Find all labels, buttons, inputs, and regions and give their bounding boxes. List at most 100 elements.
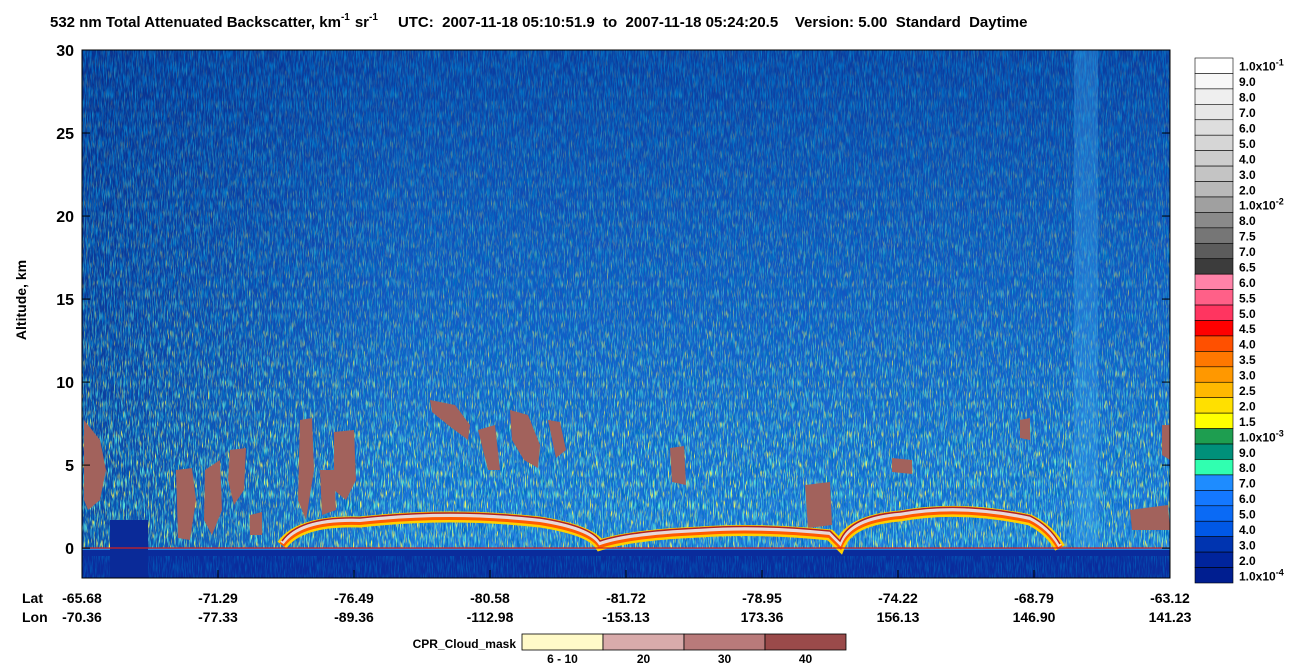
colorbar-cell: [1194, 88, 1234, 105]
legend-label: 6 - 10: [547, 652, 578, 666]
colorbar-label: 5.5: [1239, 291, 1256, 305]
colorbar-label: 6.0: [1239, 492, 1256, 506]
lat-label: -68.79: [1014, 590, 1054, 606]
colorbar-cell: [1194, 335, 1234, 352]
colorbar-cell: [1194, 474, 1234, 491]
lon-label: 173.36: [741, 609, 784, 625]
lon-label: -70.36: [62, 609, 102, 625]
y-tick-label: 20: [56, 209, 74, 226]
lat-label: -76.49: [334, 590, 374, 606]
colorbar-cell: [1194, 320, 1234, 337]
colorbar-cell: [1194, 150, 1234, 167]
lat-label: -74.22: [878, 590, 918, 606]
colorbar-cell: [1194, 505, 1234, 522]
colorbar-label: 6.5: [1239, 260, 1256, 274]
y-tick-label: 15: [56, 292, 74, 309]
lon-label: -112.98: [467, 609, 514, 625]
colorbar-label-sup: -2: [1276, 197, 1284, 207]
colorbar-label: 1.0x10-3: [1239, 428, 1284, 444]
colorbar-cell: [1194, 134, 1234, 151]
legend-swatch: [683, 633, 766, 651]
colorbar-cell: [1194, 273, 1234, 290]
colorbar-cell: [1194, 165, 1234, 182]
colorbar-cell: [1194, 258, 1234, 275]
colorbar-cell: [1194, 289, 1234, 306]
colorbar-label-base: 1.0x10: [1239, 430, 1276, 444]
colorbar-cell: [1194, 104, 1234, 121]
chart-title: 532 nm Total Attenuated Backscatter, km-…: [50, 12, 1027, 31]
title-text: sr: [355, 14, 369, 31]
colorbar-cell: [1194, 381, 1234, 399]
legend-swatch: [764, 633, 847, 651]
colorbar-cell: [1194, 351, 1234, 368]
colorbar-label-base: 1.0x10: [1239, 199, 1276, 213]
colorbar-label: 7.5: [1239, 230, 1256, 244]
colorbar-label-sup: -1: [1276, 58, 1284, 68]
x-row-label: Lon: [22, 609, 48, 625]
colorbar-label: 6.0: [1239, 276, 1256, 290]
colorbar-label: 6.0: [1239, 121, 1256, 135]
lat-label: -63.12: [1150, 590, 1190, 606]
lon-label: -153.13: [602, 609, 650, 625]
title-text: UTC: 2007-11-18 05:10:51.9 to 2007-11-18…: [398, 14, 1028, 31]
legend-swatch: [521, 633, 604, 651]
title-sup: -1: [341, 12, 350, 23]
colorbar-label: 3.0: [1239, 369, 1256, 383]
colorbar-label: 2.0: [1239, 399, 1256, 413]
colorbar-label: 4.5: [1239, 322, 1256, 336]
colorbar-label: 8.0: [1239, 461, 1256, 475]
lat-label: -65.68: [62, 590, 102, 606]
colorbar-label-base: 1.0x10: [1239, 60, 1276, 74]
colorbar-label-sup: -4: [1276, 567, 1284, 577]
colorbar-label: 1.0x10-2: [1239, 197, 1284, 213]
y-tick-label: 30: [56, 43, 74, 60]
colorbar-label: 4.0: [1239, 523, 1256, 537]
colorbar-label: 2.0: [1239, 183, 1256, 197]
colorbar-label: 7.0: [1239, 106, 1256, 120]
colorbar-label: 7.0: [1239, 477, 1256, 491]
colorbar-cell: [1194, 397, 1234, 414]
legend-label: 20: [637, 652, 651, 666]
y-tick-label: 25: [56, 126, 74, 143]
colorbar-cell: [1194, 443, 1234, 460]
colorbar-cell: [1194, 212, 1234, 229]
title-text: 532 nm Total Attenuated Backscatter, km: [50, 14, 341, 31]
colorbar-label: 3.5: [1239, 353, 1256, 367]
lon-label: 141.23: [1149, 609, 1192, 625]
colorbar-label: 5.0: [1239, 137, 1256, 151]
legend-label: 30: [718, 652, 732, 666]
colorbar-label: 9.0: [1239, 446, 1256, 460]
lat-label: -71.29: [198, 590, 238, 606]
colorbar-cell: [1194, 428, 1234, 445]
colorbar-cell: [1194, 73, 1234, 90]
colorbar-cell: [1194, 366, 1234, 383]
colorbar-label: 7.0: [1239, 245, 1256, 259]
lon-label: -89.36: [334, 609, 374, 625]
colorbar-cell: [1194, 412, 1234, 429]
y-tick-label: 0: [65, 541, 74, 558]
colorbar-cell: [1194, 196, 1234, 213]
colorbar-label: 1.0x10-4: [1239, 567, 1284, 583]
lon-label: 156.13: [877, 609, 920, 625]
colorbar-cell: [1194, 304, 1234, 321]
lat-label: -80.58: [470, 590, 510, 606]
colorbar-label: 1.5: [1239, 415, 1256, 429]
lon-label: -77.33: [198, 609, 238, 625]
colorbar-cell: [1194, 227, 1234, 244]
y-tick-label: 10: [56, 375, 74, 392]
colorbar-label: 2.5: [1239, 384, 1256, 398]
colorbar-cell: [1194, 57, 1234, 74]
colorbar-label: 8.0: [1239, 91, 1256, 105]
colorbar-label: 1.0x10-1: [1239, 58, 1284, 74]
legend-swatch: [602, 633, 685, 651]
curtain-image: [82, 50, 1170, 578]
legend-title: CPR_Cloud_mask: [413, 637, 517, 651]
lat-label: -78.95: [742, 590, 782, 606]
colorbar-cell: [1194, 119, 1234, 136]
lon-label: 146.90: [1013, 609, 1056, 625]
colorbar-label: 4.0: [1239, 152, 1256, 166]
colorbar-cell: [1194, 536, 1234, 553]
colorbar-cell: [1194, 551, 1234, 568]
colorbar-label-sup: -3: [1276, 428, 1284, 438]
